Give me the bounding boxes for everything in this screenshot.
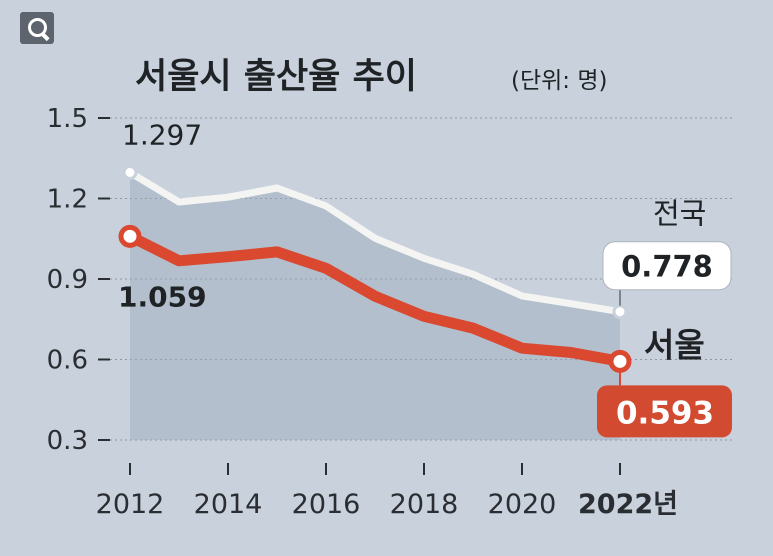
x-tick-label: 2012 — [96, 489, 165, 520]
x-tick-label: 2022년 — [578, 489, 678, 520]
national-start-value: 1.297 — [122, 118, 202, 151]
seoul-series-name: 서울 — [644, 325, 705, 364]
gap-area — [130, 172, 620, 440]
x-tick-label: 2014 — [194, 489, 263, 520]
y-tick-label: 1.5 — [47, 104, 88, 134]
national-end-badge — [602, 241, 732, 291]
y-tick-label: 0.9 — [47, 265, 88, 295]
y-tick-label: 0.6 — [47, 346, 88, 376]
x-tick-label: 2016 — [292, 489, 361, 520]
magnifier-icon[interactable] — [20, 12, 54, 44]
chart-title: 서울시 출산율 추이 — [135, 57, 417, 97]
y-tick-label: 1.2 — [47, 185, 88, 215]
national-line — [126, 169, 624, 316]
national-end-marker — [612, 304, 628, 320]
seoul-start-marker — [118, 224, 142, 248]
y-tick-label: 0.3 — [47, 426, 88, 456]
national-start-marker — [122, 164, 138, 180]
seoul-end-marker — [608, 349, 632, 373]
seoul-start-value: 1.059 — [118, 280, 207, 313]
national-end-value: 0.778 — [621, 250, 713, 284]
seoul-line — [124, 230, 626, 367]
x-tick-label: 2018 — [390, 489, 459, 520]
unit-note: (단위: 명) — [511, 68, 608, 94]
national-series-name: 전국 — [653, 197, 706, 231]
x-tick-label: 2020 — [488, 489, 557, 520]
seoul-end-value: 0.593 — [616, 395, 714, 431]
seoul-end-badge — [597, 385, 732, 438]
